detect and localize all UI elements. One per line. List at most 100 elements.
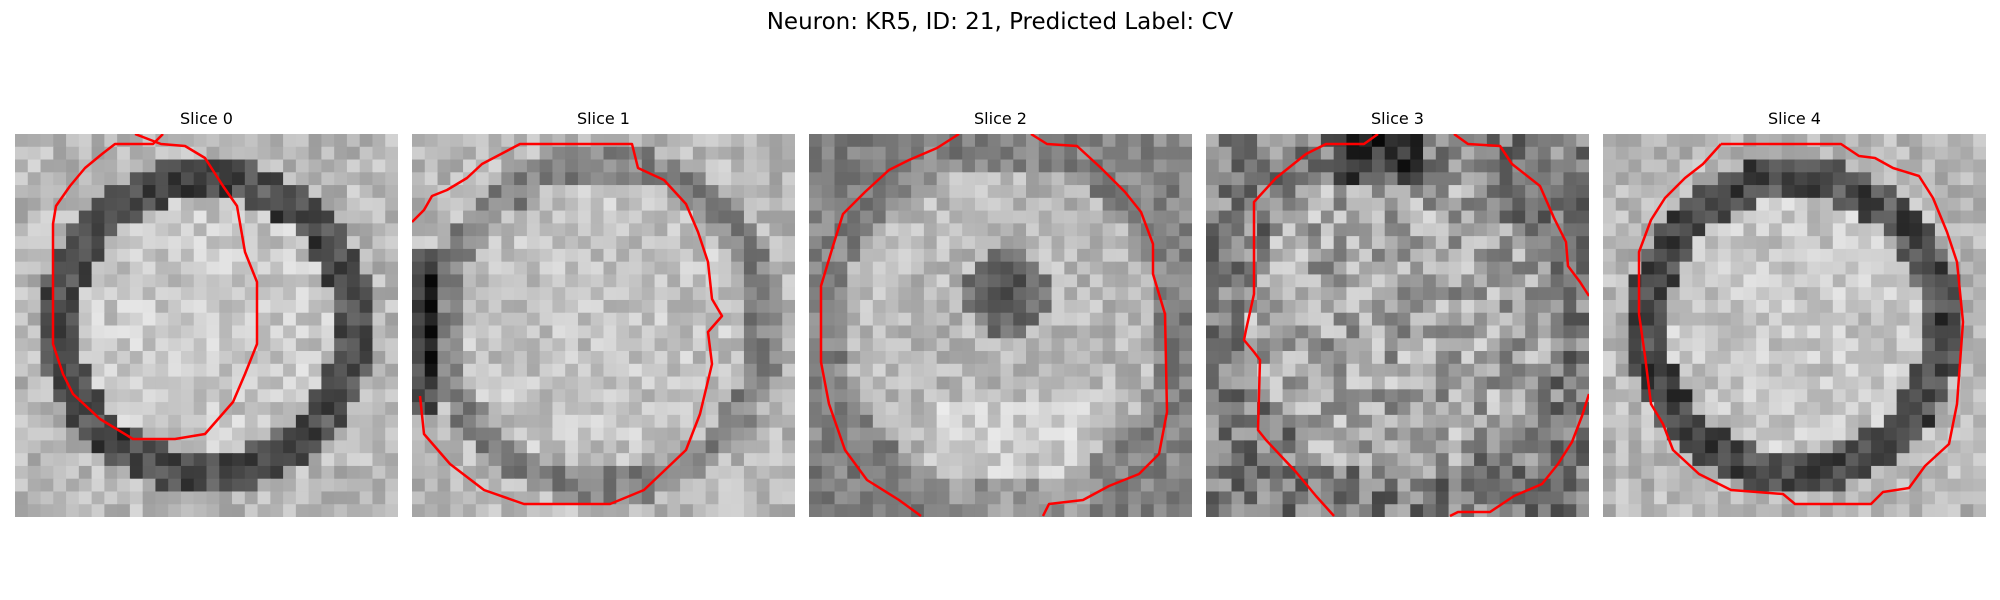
pixel — [27, 389, 42, 403]
pixel — [1244, 427, 1258, 441]
pixel — [488, 376, 502, 390]
pixel — [206, 146, 220, 161]
pixel — [1807, 389, 1821, 403]
pixel — [142, 453, 157, 467]
pixel — [334, 299, 348, 314]
pixel — [1153, 312, 1168, 327]
pixel — [372, 172, 386, 186]
pixel — [1000, 287, 1014, 301]
pixel — [1166, 478, 1180, 493]
pixel — [437, 210, 451, 224]
pixel — [244, 504, 259, 517]
pixel — [769, 491, 783, 505]
pixel — [117, 236, 131, 250]
pixel — [1858, 134, 1872, 148]
pixel — [53, 427, 67, 441]
pixel — [295, 363, 310, 378]
pixel — [1320, 261, 1335, 276]
pixel — [1282, 504, 1296, 517]
pixel — [1563, 491, 1577, 505]
pixel — [1038, 197, 1053, 212]
pixel — [847, 261, 861, 276]
pixel — [1845, 197, 1859, 212]
pixel — [885, 312, 899, 327]
pixel — [1692, 504, 1706, 517]
pixel — [1026, 453, 1040, 467]
pixel — [1115, 363, 1129, 378]
pixel — [1435, 478, 1450, 493]
pixel — [539, 210, 554, 224]
pixel — [1909, 402, 1923, 416]
pixel — [1384, 402, 1399, 416]
pixel — [1550, 325, 1565, 339]
pixel — [1384, 465, 1399, 480]
pixel — [1206, 427, 1220, 441]
pixel — [1038, 453, 1053, 467]
pixel — [654, 274, 668, 288]
pixel — [142, 287, 157, 301]
pixel — [756, 236, 771, 250]
pixel — [743, 402, 758, 416]
pixel — [1743, 197, 1757, 212]
pixel — [1064, 185, 1078, 199]
pixel — [1423, 210, 1437, 224]
pixel — [27, 134, 42, 148]
pixel — [1883, 197, 1898, 212]
pixel — [53, 491, 67, 505]
pixel — [244, 389, 259, 403]
pixel — [424, 236, 439, 250]
pixel — [1654, 440, 1668, 454]
pixel — [1781, 325, 1796, 339]
pixel — [936, 134, 951, 148]
pixel — [1692, 389, 1706, 403]
pixel — [514, 427, 528, 441]
pixel — [27, 146, 42, 161]
pixel — [244, 287, 259, 301]
pixel — [91, 172, 105, 186]
pixel — [385, 402, 398, 416]
pixel — [463, 261, 477, 276]
pixel — [206, 261, 220, 276]
pixel — [923, 427, 938, 441]
pixel — [1705, 453, 1719, 467]
pixel — [1448, 453, 1462, 467]
pixel — [1295, 338, 1309, 352]
pixel — [1858, 185, 1872, 199]
pixel — [359, 299, 374, 314]
pixel — [1603, 478, 1617, 493]
pixel — [129, 491, 144, 505]
pixel — [219, 465, 233, 480]
pixel — [129, 389, 144, 403]
pixel — [1845, 363, 1859, 378]
pixel — [667, 338, 681, 352]
pixel — [1218, 414, 1233, 429]
pixel — [1743, 325, 1757, 339]
pixel — [629, 478, 643, 493]
pixel — [1346, 427, 1360, 441]
pixel — [1295, 159, 1309, 173]
pixel — [1807, 274, 1821, 288]
pixel — [539, 453, 554, 467]
pixel — [321, 185, 335, 199]
pixel — [1320, 338, 1335, 352]
slice-image-svg — [412, 134, 795, 517]
pixel — [463, 414, 477, 429]
pixel — [1257, 210, 1271, 224]
pixel — [155, 261, 169, 276]
pixel — [385, 197, 398, 212]
pixel — [1896, 185, 1910, 199]
pixel — [514, 389, 528, 403]
pixel — [1269, 146, 1284, 161]
pixel — [860, 261, 874, 276]
pixel — [412, 172, 426, 186]
pixel — [117, 402, 131, 416]
pixel — [308, 287, 322, 301]
pixel — [1153, 338, 1168, 352]
pixel — [15, 312, 29, 327]
pixel — [437, 312, 451, 327]
pixel — [117, 338, 131, 352]
pixel — [834, 197, 848, 212]
pixel — [1295, 287, 1309, 301]
pixel — [412, 248, 426, 263]
pixel — [1768, 236, 1783, 250]
